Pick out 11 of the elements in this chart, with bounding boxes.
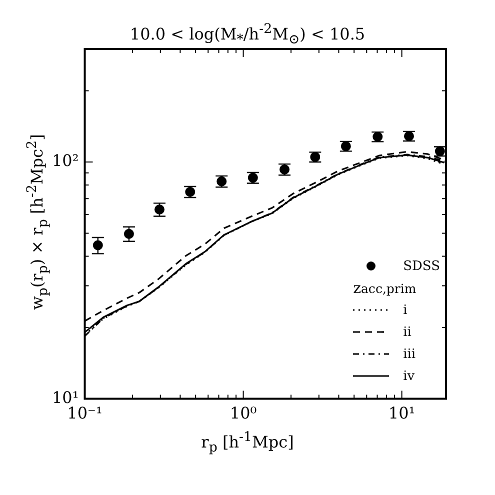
x-tick-label: 10⁻¹ xyxy=(67,404,102,423)
legend-label: i xyxy=(403,302,408,318)
legend-label: ii xyxy=(403,324,412,340)
x-tick-label: 10¹ xyxy=(388,404,416,423)
legend-label: SDSS xyxy=(403,258,440,274)
x-tick-label: 10⁰ xyxy=(230,404,257,423)
y-tick-label: 10² xyxy=(52,151,79,170)
legend-label: iii xyxy=(403,346,416,362)
chart-title: 10.0 < log(M$_{*}$/h$^{-2}$M$_{⊙}$) < 10.5 xyxy=(128,22,366,48)
x-axis-title: r$_{p}$ [h$^{-1}$Mpc] xyxy=(200,430,295,456)
legend-label: iv xyxy=(403,368,415,384)
